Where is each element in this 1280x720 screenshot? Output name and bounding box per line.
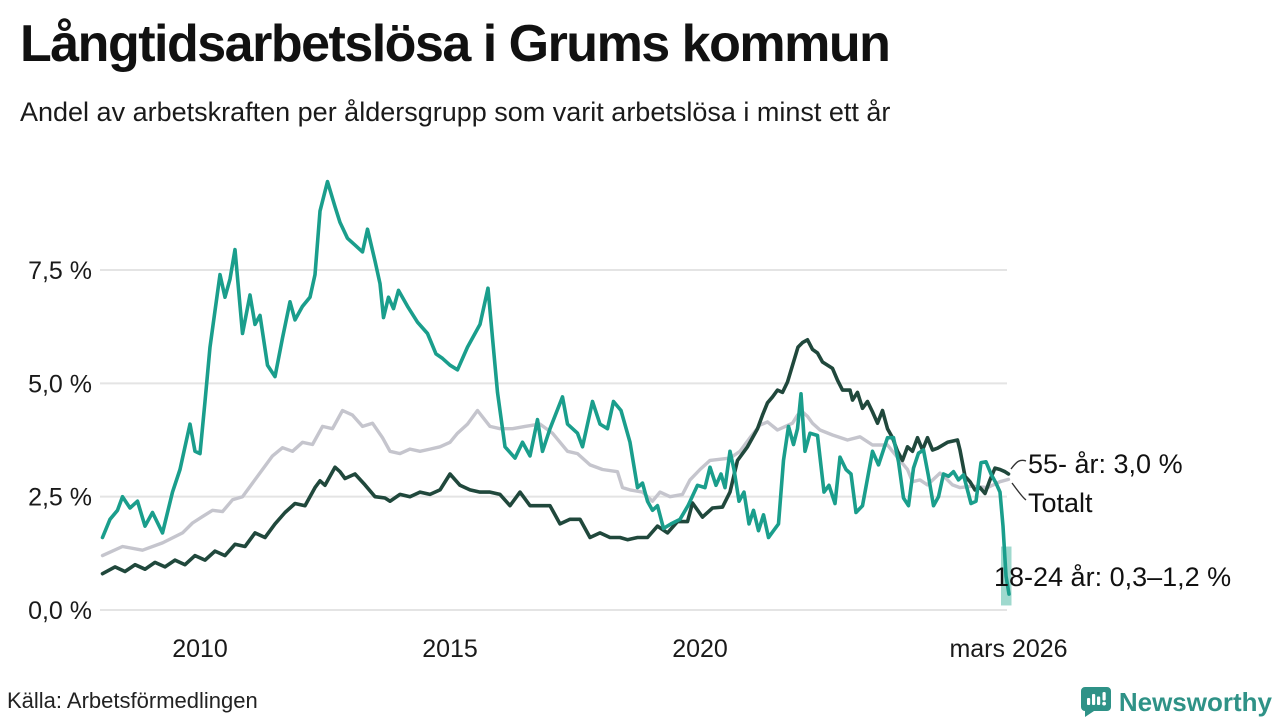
series-line-totalt [100, 408, 1011, 558]
y-axis-tick-label: 5,0 % [28, 370, 92, 398]
series-line-55-r [100, 337, 1011, 576]
annotation-55-line: 55- år: 3,0 % [1028, 449, 1183, 479]
annotation-18-24-line: 18-24 år: 0,3–1,2 % [994, 562, 1232, 592]
newsworthy-bubble-chart-icon [1080, 687, 1111, 717]
y-axis-tick-label: 7,5 % [28, 257, 92, 285]
y-axis-tick-label: 0,0 % [28, 597, 92, 625]
source-credit: Källa: Arbetsförmedlingen [7, 688, 258, 713]
x-axis-tick-label: 2015 [422, 635, 478, 663]
annotation-total-line: Totalt [1028, 488, 1093, 518]
newsworthy-wordmark: Newsworthy [1118, 686, 1272, 717]
leader-line-55 [1010, 459, 1027, 470]
x-axis-tick-label: 2020 [672, 635, 728, 663]
leader-line-total [1011, 482, 1027, 501]
series-line-18-24-r [100, 179, 1011, 596]
x-axis-tick-label: mars 2026 [949, 635, 1067, 663]
newsworthy-logo: Newsworthy [1080, 686, 1272, 718]
page-title: Långtidsarbetslösa i Grums kommun [20, 15, 891, 73]
x-axis-tick-label: 2010 [172, 635, 228, 663]
y-axis-tick-label: 2,5 % [28, 484, 92, 512]
page-subtitle: Andel av arbetskraften per åldersgrupp s… [20, 97, 891, 127]
